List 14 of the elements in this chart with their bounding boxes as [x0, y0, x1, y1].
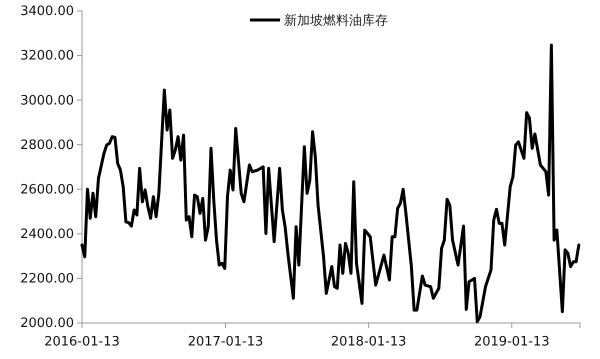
y-tick-label: 2600.00 [20, 182, 74, 198]
x-tick-label: 2017-01-13 [188, 334, 264, 350]
y-tick-label: 2400.00 [20, 227, 74, 242]
legend-label: 新加坡燃料油库存 [284, 14, 388, 29]
x-tick-label: 2018-01-13 [330, 334, 406, 350]
y-tick-label: 2200.00 [20, 272, 74, 287]
x-tick-label: 2019-01-13 [474, 334, 550, 350]
line-series [80, 44, 580, 324]
y-tick-label: 3000.00 [20, 93, 74, 108]
y-tick-label: 2800.00 [20, 138, 74, 153]
y-tick-label: 3400.00 [20, 4, 74, 20]
x-tick-label: 2016-01-13 [44, 334, 120, 350]
y-tick-label: 3200.00 [20, 48, 74, 64]
y-tick-label: 2000.00 [20, 316, 74, 332]
